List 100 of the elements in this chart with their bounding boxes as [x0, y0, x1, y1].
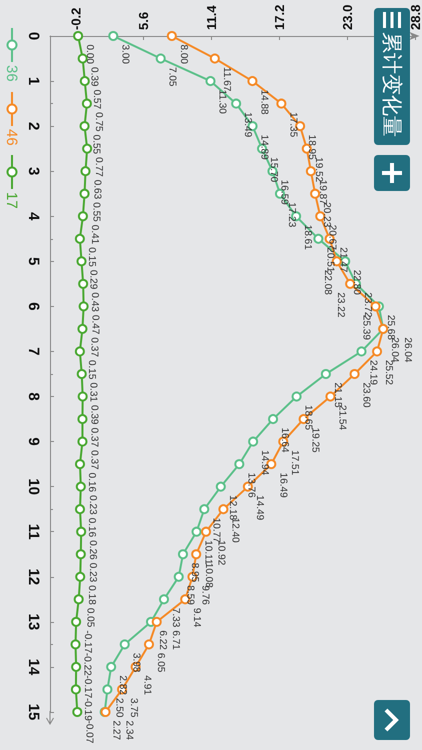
data-label: 16.59: [278, 180, 290, 206]
data-label: 14.88: [258, 90, 270, 116]
y-tick-label: 0: [25, 32, 42, 40]
y-tick-label: 15: [25, 704, 42, 720]
data-label: 0.41: [88, 224, 100, 245]
data-label: 11.67: [220, 67, 232, 92]
data-label: 0.39: [88, 67, 100, 87]
x-tick-label: 23.0: [340, 4, 356, 30]
data-label: 0.37: [88, 450, 100, 470]
data-label: 0.16: [86, 518, 97, 538]
data-label: 8.00: [178, 44, 189, 64]
data-label: 0.75: [92, 112, 104, 132]
y-tick-label: 1: [25, 76, 42, 86]
data-label: -0.17: [82, 675, 94, 699]
data-label: 11.30: [216, 90, 228, 114]
data-label: 23.22: [335, 292, 346, 318]
data-label: 8.59: [184, 585, 196, 606]
data-label: 0.43: [89, 292, 100, 312]
data-label: 0.26: [87, 540, 98, 560]
data-label: 3.75: [128, 698, 140, 718]
y-tick-label: 11: [25, 524, 42, 540]
y-tick-label: 8: [25, 392, 42, 401]
data-label: -0.17: [82, 630, 94, 654]
data-label: 10.92: [216, 540, 227, 566]
data-label: 2.34: [124, 720, 135, 740]
x-tick-label: 28.8: [408, 4, 422, 30]
data-label: 21.47: [337, 247, 348, 273]
data-label: 22.80: [351, 270, 362, 296]
data-label: 21.15: [332, 382, 343, 408]
data-label: 17.51: [289, 450, 300, 476]
y-tick-label: 9: [25, 437, 42, 446]
x-tick-label: -0.2: [68, 8, 84, 30]
data-label: 0.23: [86, 495, 98, 516]
data-label: 0.18: [86, 585, 98, 606]
y-tick-label: 13: [25, 614, 42, 630]
data-label: 6.05: [154, 652, 166, 673]
data-label: 6.22: [156, 630, 168, 650]
y-tick-label: 14: [25, 658, 42, 676]
menu-button: 累计变化量: [374, 8, 410, 145]
data-label: 15.70: [268, 157, 280, 183]
data-label: 9.76: [199, 585, 210, 606]
data-label: 0.55: [90, 134, 102, 155]
data-label: 0.29: [88, 270, 99, 290]
data-label: 10.11: [202, 540, 214, 565]
data-label: 2.27: [110, 720, 122, 740]
data-label: 20.23: [321, 202, 332, 228]
data-label: 0.15: [86, 360, 97, 380]
data-label: 18.65: [302, 405, 314, 430]
y-tick-label: 6: [25, 302, 42, 311]
data-label: 0.05: [84, 608, 96, 628]
data-label: 0.47: [90, 314, 101, 335]
data-label: 0.16: [86, 472, 97, 493]
data-label: 7.05: [166, 67, 178, 87]
data-label: 18.61: [302, 224, 314, 250]
data-label: 16.49: [277, 472, 288, 498]
data-label: 0.39: [88, 405, 100, 425]
y-tick-label: 12: [25, 568, 42, 586]
data-label: -0.07: [83, 720, 94, 744]
data-label: 14.49: [254, 495, 265, 521]
data-label: 2.82: [117, 675, 128, 696]
data-label: 0.55: [90, 202, 102, 222]
x-tick-label: 5.6: [136, 12, 152, 30]
data-label: 3.00: [119, 44, 130, 64]
data-label: 7.33: [170, 608, 181, 628]
data-label: -0.19: [82, 698, 93, 722]
y-tick-label: 7: [25, 347, 42, 356]
data-label: 13.76: [245, 472, 256, 498]
data-label: 0.63: [91, 180, 102, 200]
y-tick-label: 5: [25, 257, 42, 266]
data-label: 4.91: [142, 675, 153, 696]
data-label: 26.04: [402, 337, 414, 363]
data-label: 25.52: [383, 360, 394, 386]
data-label: 13.49: [242, 112, 254, 138]
data-label: 0.00: [84, 44, 96, 64]
data-label: 0.37: [88, 337, 100, 358]
data-label: 2.50: [113, 698, 124, 718]
x-tick-label: 17.2: [272, 4, 288, 30]
x-tick-label: 11.4: [204, 4, 220, 30]
data-label: 14.94: [259, 450, 270, 476]
data-label: 8.95: [188, 562, 200, 583]
data-label: 16.64: [279, 428, 290, 454]
data-label: 0.23: [86, 562, 98, 583]
legend-label: 17: [3, 192, 20, 210]
data-label: 17.35: [287, 112, 298, 138]
data-label: 14.89: [258, 134, 270, 160]
legend-label: 46: [3, 128, 20, 146]
data-label: -0.22: [82, 652, 93, 676]
data-label: 25.68: [384, 314, 396, 340]
data-label: 0.15: [86, 247, 97, 268]
data-label: 9.14: [191, 608, 202, 628]
y-tick-label: 10: [25, 478, 42, 496]
y-tick-label: 3: [25, 167, 42, 176]
data-label: 0.57: [90, 90, 102, 110]
data-label: 0.77: [93, 157, 104, 178]
data-label: 0.31: [88, 382, 99, 402]
legend-label: 36: [3, 65, 20, 82]
y-tick-label: 4: [25, 212, 42, 222]
data-label: 3.98: [130, 652, 142, 673]
data-label: 6.71: [170, 630, 181, 650]
data-label: 23.60: [360, 382, 372, 408]
